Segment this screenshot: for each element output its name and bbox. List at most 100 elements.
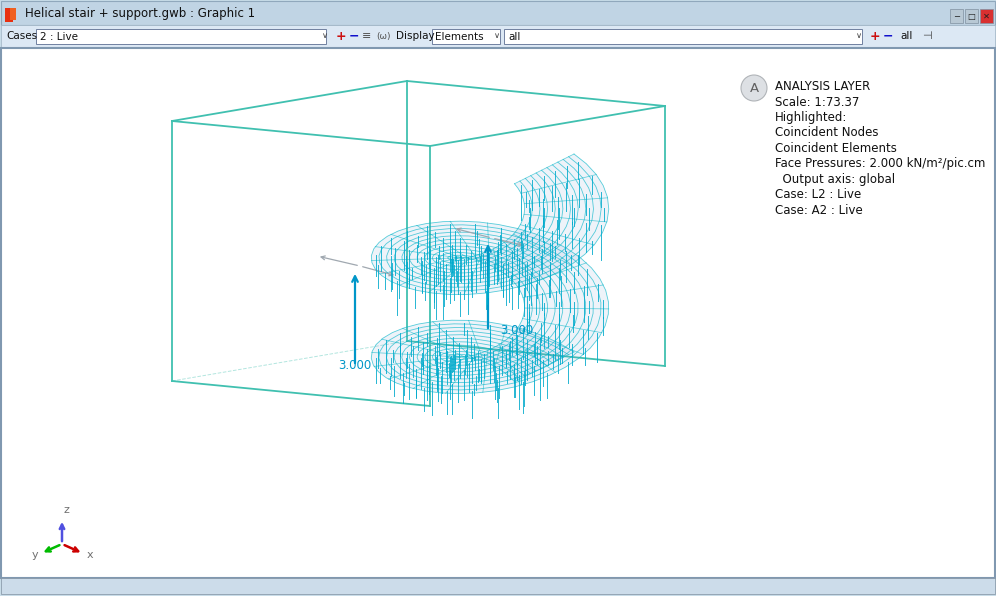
- Polygon shape: [379, 262, 390, 268]
- Polygon shape: [455, 354, 465, 357]
- Polygon shape: [523, 214, 532, 221]
- Polygon shape: [554, 296, 563, 304]
- Polygon shape: [549, 175, 562, 185]
- Polygon shape: [407, 244, 420, 249]
- Polygon shape: [545, 336, 558, 346]
- Polygon shape: [488, 263, 499, 270]
- Polygon shape: [511, 338, 522, 346]
- Polygon shape: [542, 353, 558, 363]
- Polygon shape: [431, 237, 447, 241]
- Polygon shape: [485, 253, 494, 259]
- Polygon shape: [494, 245, 502, 252]
- Polygon shape: [452, 320, 471, 324]
- Polygon shape: [515, 266, 532, 275]
- Polygon shape: [433, 244, 446, 248]
- Polygon shape: [552, 268, 566, 278]
- Polygon shape: [530, 228, 541, 236]
- Polygon shape: [447, 277, 462, 280]
- Polygon shape: [425, 254, 433, 257]
- Polygon shape: [551, 287, 561, 296]
- Polygon shape: [449, 266, 462, 269]
- Text: x: x: [87, 551, 93, 560]
- Polygon shape: [524, 203, 532, 209]
- Polygon shape: [418, 360, 428, 364]
- Polygon shape: [432, 367, 446, 371]
- Polygon shape: [514, 344, 530, 353]
- Polygon shape: [529, 316, 539, 324]
- Polygon shape: [552, 216, 562, 225]
- Polygon shape: [446, 225, 464, 229]
- Polygon shape: [494, 365, 507, 371]
- Polygon shape: [580, 164, 596, 176]
- Polygon shape: [549, 259, 567, 269]
- Polygon shape: [546, 348, 562, 358]
- Polygon shape: [579, 242, 595, 254]
- Polygon shape: [489, 345, 501, 352]
- Polygon shape: [444, 386, 462, 390]
- Polygon shape: [576, 293, 586, 303]
- Polygon shape: [439, 361, 451, 364]
- Polygon shape: [470, 281, 487, 287]
- Polygon shape: [456, 371, 471, 375]
- Polygon shape: [448, 357, 457, 359]
- Polygon shape: [504, 357, 516, 365]
- Polygon shape: [462, 272, 476, 277]
- Polygon shape: [455, 349, 466, 352]
- Polygon shape: [512, 236, 529, 244]
- Polygon shape: [583, 176, 596, 188]
- Polygon shape: [416, 235, 431, 241]
- Polygon shape: [596, 221, 608, 232]
- Polygon shape: [395, 271, 410, 277]
- Polygon shape: [585, 198, 594, 209]
- Polygon shape: [542, 187, 552, 195]
- Polygon shape: [417, 358, 426, 361]
- Polygon shape: [508, 273, 518, 281]
- Text: Highlighted:: Highlighted:: [775, 111, 848, 124]
- Polygon shape: [473, 257, 481, 262]
- Polygon shape: [482, 237, 496, 244]
- Polygon shape: [526, 322, 536, 330]
- Polygon shape: [527, 330, 539, 338]
- Polygon shape: [489, 349, 500, 355]
- Polygon shape: [513, 278, 522, 285]
- Polygon shape: [473, 362, 484, 368]
- Polygon shape: [515, 255, 528, 263]
- Polygon shape: [519, 359, 534, 368]
- Text: 3.000: 3.000: [500, 324, 533, 337]
- Polygon shape: [541, 346, 556, 355]
- Polygon shape: [427, 261, 437, 265]
- Polygon shape: [475, 270, 488, 276]
- Polygon shape: [542, 167, 555, 177]
- Polygon shape: [519, 356, 533, 365]
- Bar: [980, 9, 993, 23]
- Polygon shape: [449, 368, 463, 372]
- Polygon shape: [445, 362, 456, 365]
- Polygon shape: [396, 337, 411, 343]
- Polygon shape: [551, 350, 568, 361]
- Polygon shape: [423, 269, 436, 274]
- Polygon shape: [575, 257, 592, 270]
- Polygon shape: [585, 324, 598, 336]
- Polygon shape: [502, 245, 512, 253]
- Polygon shape: [569, 179, 582, 190]
- Polygon shape: [412, 346, 424, 351]
- Polygon shape: [435, 371, 449, 375]
- Polygon shape: [448, 356, 455, 357]
- Polygon shape: [394, 358, 403, 363]
- Polygon shape: [505, 251, 518, 259]
- Text: ≡: ≡: [362, 31, 372, 41]
- Polygon shape: [558, 330, 571, 340]
- Polygon shape: [585, 268, 600, 280]
- Polygon shape: [395, 362, 407, 368]
- Polygon shape: [378, 370, 392, 378]
- Polygon shape: [456, 342, 469, 346]
- Polygon shape: [417, 257, 425, 260]
- Polygon shape: [489, 322, 508, 329]
- Polygon shape: [451, 243, 464, 246]
- Polygon shape: [407, 238, 421, 244]
- Polygon shape: [467, 256, 476, 260]
- Polygon shape: [600, 209, 609, 221]
- Polygon shape: [435, 352, 445, 354]
- Polygon shape: [461, 221, 480, 226]
- Polygon shape: [372, 262, 382, 269]
